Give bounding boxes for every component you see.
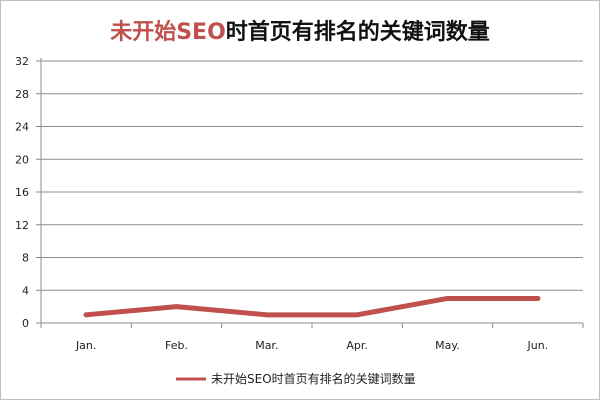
data-point-Jan	[83, 312, 89, 318]
data-point-Feb	[174, 304, 179, 310]
x-tick-label-Apr: Apr.	[346, 339, 368, 352]
series-group	[83, 295, 541, 318]
y-tick-label-24: 24	[15, 121, 29, 134]
y-tick-label-4: 4	[22, 284, 29, 297]
y-tick-label-28: 28	[15, 88, 29, 101]
x-tick-label-Jun: Jun.	[526, 339, 548, 352]
x-tick-label-Jan: Jan.	[75, 339, 96, 352]
chart-title-accent: 未开始SEO	[110, 20, 226, 45]
x-tick-label-Feb: Feb.	[165, 339, 188, 352]
gridlines	[41, 60, 583, 291]
x-tick-labels: Jan. Feb. Mar. Apr. May. Jun.	[75, 339, 548, 352]
y-tick-label-8: 8	[22, 252, 29, 265]
chart-title: 未开始SEO时首页有排名的关键词数量	[0, 14, 600, 46]
data-point-May	[445, 295, 450, 301]
y-tick-labels: 0 4 8 12 16 20 24 28 32	[15, 55, 29, 330]
series-line-0	[83, 295, 541, 318]
legend: 未开始SEO时首页有排名的关键词数量	[176, 371, 416, 386]
data-point-Jun	[535, 295, 541, 301]
y-tick-label-16: 16	[15, 186, 29, 199]
legend-label: 未开始SEO时首页有排名的关键词数量	[211, 371, 416, 386]
y-tick-label-20: 20	[15, 153, 29, 166]
y-tick-label-32: 32	[15, 55, 29, 68]
chart-title-rest: 时首页有排名的关键词数量	[225, 20, 490, 45]
x-tick-label-Mar: Mar.	[255, 339, 278, 352]
data-point-Apr	[354, 312, 360, 318]
data-point-Mar	[264, 312, 270, 318]
y-tick-label-12: 12	[15, 219, 29, 232]
y-tick-label-0: 0	[22, 317, 29, 330]
axes	[36, 58, 584, 328]
x-tick-label-May: May.	[435, 339, 460, 352]
